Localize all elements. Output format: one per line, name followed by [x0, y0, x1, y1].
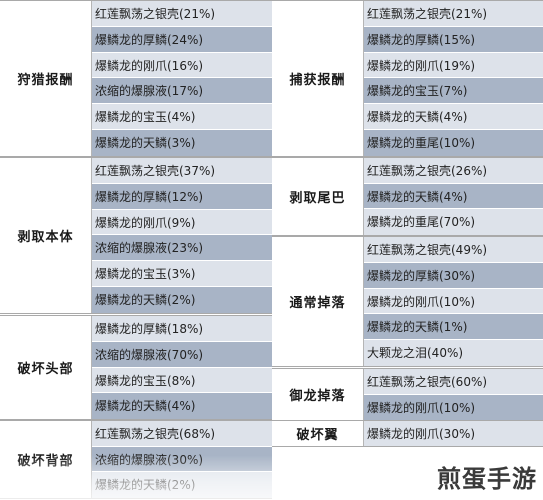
drop-item: 爆鳞龙的重尾(10%): [364, 130, 543, 156]
drop-item: 爆鳞龙的刚爪(9%): [92, 209, 272, 236]
category-label: 破坏翼: [272, 421, 364, 446]
category-label: 捕获报酬: [272, 1, 364, 156]
left-group-2: 破坏头部 爆鳞龙的厚鳞(18%) 浓缩的爆腺液(70%) 爆鳞龙的宝玉(8%) 爆鳞龙的…: [0, 315, 272, 420]
drop-item: 浓缩的爆腺液(17%): [92, 78, 272, 105]
drop-item: 红莲飘荡之银壳(26%): [364, 158, 543, 184]
category-label: 破坏头部: [0, 316, 92, 419]
category-label: 剥取尾巴: [272, 158, 364, 235]
drop-item: 爆鳞龙的厚鳞(18%): [92, 316, 272, 342]
drop-item: 爆鳞龙的宝玉(4%): [92, 104, 272, 131]
drop-item: 爆鳞龙的厚鳞(24%): [92, 26, 272, 53]
right-group-4: 破坏翼 爆鳞龙的刚爪(30%): [272, 420, 543, 447]
drop-list: 红莲飘荡之银壳(49%) 爆鳞龙的厚鳞(30%) 爆鳞龙的刚爪(10%) 爆鳞龙的天鳞…: [364, 237, 543, 366]
drop-item: 爆鳞龙的刚爪(19%): [364, 52, 543, 79]
drop-item: 爆鳞龙的天鳞(4%): [364, 183, 543, 210]
watermark-logo: 煎蛋手游: [437, 465, 537, 493]
drop-item: 爆鳞龙的天鳞(2%): [92, 472, 272, 498]
right-group-1: 剥取尾巴 红莲飘荡之银壳(26%) 爆鳞龙的天鳞(4%) 爆鳞龙的重尾(70%): [272, 157, 543, 236]
left-group-0: 狩猎报酬 红莲飘荡之银壳(21%) 爆鳞龙的厚鳞(24%) 爆鳞龙的刚爪(16%) 浓缩…: [0, 0, 272, 157]
drop-item: 红莲飘荡之银壳(68%): [92, 421, 272, 447]
drop-item: 爆鳞龙的厚鳞(15%): [364, 26, 543, 53]
drop-item: 爆鳞龙的厚鳞(30%): [364, 262, 543, 289]
category-label: 御龙掉落: [272, 369, 364, 420]
drop-list: 红莲飘荡之银壳(21%) 爆鳞龙的厚鳞(24%) 爆鳞龙的刚爪(16%) 浓缩的爆腺液…: [92, 1, 272, 156]
drop-item: 爆鳞龙的宝玉(3%): [92, 261, 272, 288]
drop-item: 爆鳞龙的刚爪(10%): [364, 288, 543, 315]
drop-item: 爆鳞龙的刚爪(16%): [92, 52, 272, 79]
category-label: 剥取本体: [0, 158, 92, 313]
drop-item: 爆鳞龙的宝玉(8%): [92, 367, 272, 394]
drop-item: 爆鳞龙的天鳞(1%): [364, 314, 543, 341]
drop-item: 爆鳞龙的天鳞(4%): [364, 104, 543, 131]
drop-item: 爆鳞龙的刚爪(10%): [364, 394, 543, 420]
drop-item: 爆鳞龙的刚爪(30%): [364, 421, 543, 446]
drop-item: 红莲飘荡之银壳(21%): [364, 1, 543, 27]
drop-item: 浓缩的爆腺液(30%): [92, 446, 272, 473]
category-label: 狩猎报酬: [0, 1, 92, 156]
drop-item: 爆鳞龙的天鳞(3%): [92, 130, 272, 156]
left-group-3: 破坏背部 红莲飘荡之银壳(68%) 浓缩的爆腺液(30%) 爆鳞龙的天鳞(2%): [0, 420, 272, 499]
drop-list: 红莲飘荡之银壳(26%) 爆鳞龙的天鳞(4%) 爆鳞龙的重尾(70%): [364, 158, 543, 235]
drop-item: 红莲飘荡之银壳(37%): [92, 158, 272, 184]
drop-item: 红莲飘荡之银壳(21%): [92, 1, 272, 27]
drop-list: 红莲飘荡之银壳(21%) 爆鳞龙的厚鳞(15%) 爆鳞龙的刚爪(19%) 爆鳞龙的宝玉…: [364, 1, 543, 156]
right-group-0: 捕获报酬 红莲飘荡之银壳(21%) 爆鳞龙的厚鳞(15%) 爆鳞龙的刚爪(19%) 爆鳞…: [272, 0, 543, 157]
drop-list: 红莲飘荡之银壳(37%) 爆鳞龙的厚鳞(12%) 爆鳞龙的刚爪(9%) 浓缩的爆腺液(…: [92, 158, 272, 313]
drop-item: 爆鳞龙的天鳞(4%): [92, 393, 272, 419]
drop-item: 爆鳞龙的宝玉(7%): [364, 78, 543, 105]
drop-item: 爆鳞龙的重尾(70%): [364, 209, 543, 235]
right-group-2: 通常掉落 红莲飘荡之银壳(49%) 爆鳞龙的厚鳞(30%) 爆鳞龙的刚爪(10%) 爆鳞…: [272, 236, 543, 367]
drop-list: 红莲飘荡之银壳(68%) 浓缩的爆腺液(30%) 爆鳞龙的天鳞(2%): [92, 421, 272, 498]
left-group-1: 剥取本体 红莲飘荡之银壳(37%) 爆鳞龙的厚鳞(12%) 爆鳞龙的刚爪(9%) 浓缩的…: [0, 157, 272, 314]
drop-item: 浓缩的爆腺液(23%): [92, 235, 272, 262]
drop-item: 红莲飘荡之银壳(49%): [364, 237, 543, 263]
drop-list: 红莲飘荡之银壳(60%) 爆鳞龙的刚爪(10%): [364, 369, 543, 420]
category-label: 通常掉落: [272, 237, 364, 366]
drop-item: 爆鳞龙的厚鳞(12%): [92, 183, 272, 210]
category-label: 破坏背部: [0, 421, 92, 498]
drop-item: 大颗龙之泪(40%): [364, 340, 543, 366]
drop-list: 爆鳞龙的厚鳞(18%) 浓缩的爆腺液(70%) 爆鳞龙的宝玉(8%) 爆鳞龙的天鳞(4…: [92, 316, 272, 419]
drop-item: 浓缩的爆腺液(70%): [92, 341, 272, 368]
drop-list: 爆鳞龙的刚爪(30%): [364, 421, 543, 446]
drop-item: 爆鳞龙的天鳞(2%): [92, 287, 272, 313]
right-group-3: 御龙掉落 红莲飘荡之银壳(60%) 爆鳞龙的刚爪(10%): [272, 368, 543, 421]
drop-item: 红莲飘荡之银壳(60%): [364, 369, 543, 395]
